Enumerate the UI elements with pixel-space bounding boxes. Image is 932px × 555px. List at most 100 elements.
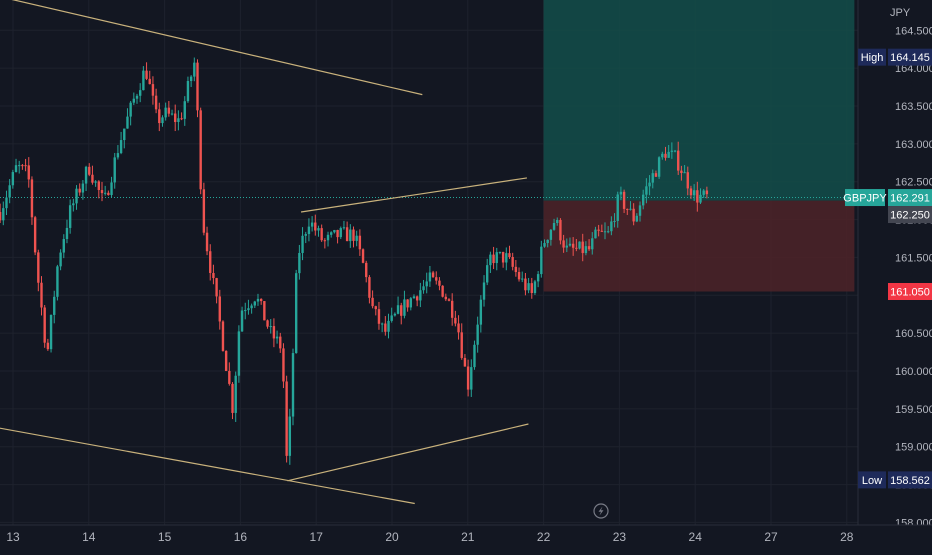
candle-body[interactable] [584, 246, 588, 254]
candle-body[interactable] [40, 282, 43, 308]
candle-body[interactable] [441, 285, 444, 297]
candle-body[interactable] [224, 350, 228, 371]
candle-body[interactable] [428, 272, 432, 282]
candle-body[interactable] [702, 190, 705, 195]
candle-body[interactable] [282, 348, 285, 382]
candle-body[interactable] [304, 234, 307, 236]
candle-body[interactable] [62, 239, 65, 253]
candle-body[interactable] [540, 246, 543, 275]
candle-body[interactable] [457, 323, 460, 333]
candle-body[interactable] [119, 140, 123, 154]
candle-body[interactable] [326, 234, 330, 241]
candle-body[interactable] [49, 314, 53, 350]
candle-body[interactable] [454, 317, 457, 324]
candle-body[interactable] [460, 332, 463, 358]
candle-body[interactable] [5, 197, 8, 209]
candle-body[interactable] [212, 272, 215, 279]
candle-body[interactable] [148, 78, 151, 85]
candle-body[interactable] [21, 165, 24, 167]
candle-body[interactable] [562, 240, 565, 248]
candle-body[interactable] [616, 194, 619, 221]
candle-body[interactable] [435, 277, 438, 281]
candle-body[interactable] [256, 298, 260, 302]
candle-body[interactable] [110, 182, 113, 196]
candle-body[interactable] [508, 253, 511, 258]
candle-body[interactable] [272, 326, 276, 339]
lightning-icon[interactable] [593, 503, 609, 519]
candle-body[interactable] [581, 241, 584, 254]
candle-body[interactable] [657, 157, 661, 177]
candle-body[interactable] [132, 98, 136, 103]
candle-body[interactable] [81, 183, 85, 193]
candle-body[interactable] [597, 229, 600, 231]
candle-body[interactable] [549, 229, 553, 240]
candle-body[interactable] [189, 76, 193, 82]
candle-body[interactable] [307, 226, 311, 235]
candle-body[interactable] [699, 194, 702, 203]
candle-body[interactable] [521, 278, 524, 280]
candle-body[interactable] [568, 243, 572, 246]
candle-body[interactable] [113, 157, 116, 183]
candle-body[interactable] [571, 243, 575, 248]
candle-body[interactable] [154, 95, 158, 110]
candle-body[interactable] [43, 307, 46, 343]
candle-body[interactable] [94, 181, 97, 183]
candle-body[interactable] [479, 299, 483, 325]
candle-body[interactable] [447, 299, 451, 301]
candle-body[interactable] [349, 229, 352, 242]
candle-body[interactable] [384, 323, 387, 332]
candle-body[interactable] [275, 336, 279, 339]
time-axis[interactable] [0, 525, 932, 550]
candle-body[interactable] [228, 370, 231, 384]
candle-body[interactable] [333, 229, 336, 233]
candle-body[interactable] [556, 219, 559, 223]
candle-body[interactable] [673, 150, 677, 152]
candle-body[interactable] [330, 232, 333, 235]
candle-body[interactable] [193, 62, 196, 77]
candle-body[interactable] [107, 192, 110, 196]
candle-body[interactable] [8, 185, 11, 198]
candle-body[interactable] [97, 181, 101, 191]
candle-body[interactable] [78, 188, 81, 193]
candle-body[interactable] [438, 280, 441, 286]
candle-body[interactable] [622, 191, 626, 209]
candle-body[interactable] [247, 308, 250, 311]
candle-body[interactable] [390, 315, 393, 321]
candle-body[interactable] [11, 172, 15, 186]
candle-body[interactable] [603, 231, 607, 233]
candle-body[interactable] [406, 299, 409, 308]
candle-body[interactable] [215, 278, 218, 297]
candle-body[interactable] [419, 290, 422, 301]
candle-body[interactable] [231, 383, 234, 413]
candle-body[interactable] [27, 165, 30, 180]
candle-body[interactable] [696, 190, 699, 203]
candle-body[interactable] [314, 222, 317, 231]
candle-body[interactable] [145, 70, 148, 79]
candle-body[interactable] [240, 310, 244, 332]
candle-body[interactable] [269, 326, 272, 328]
candle-body[interactable] [75, 188, 78, 204]
candle-body[interactable] [578, 241, 581, 249]
candle-body[interactable] [463, 357, 467, 367]
candle-body[interactable] [199, 110, 202, 190]
candle-body[interactable] [648, 182, 651, 187]
candle-body[interactable] [91, 174, 94, 183]
candle-body[interactable] [320, 228, 323, 241]
candle-body[interactable] [167, 107, 171, 114]
candle-body[interactable] [234, 375, 237, 413]
candle-body[interactable] [530, 283, 533, 294]
candle-body[interactable] [59, 252, 62, 267]
candle-body[interactable] [689, 188, 693, 196]
candle-body[interactable] [495, 252, 498, 264]
candle-body[interactable] [629, 208, 632, 210]
candle-body[interactable] [552, 222, 556, 230]
candle-body[interactable] [393, 313, 397, 316]
candle-body[interactable] [380, 323, 384, 325]
candle-body[interactable] [202, 189, 206, 233]
candle-body[interactable] [355, 235, 358, 241]
candle-body[interactable] [339, 228, 342, 238]
candle-body[interactable] [536, 274, 540, 282]
candle-body[interactable] [444, 296, 448, 300]
candle-body[interactable] [126, 116, 129, 129]
